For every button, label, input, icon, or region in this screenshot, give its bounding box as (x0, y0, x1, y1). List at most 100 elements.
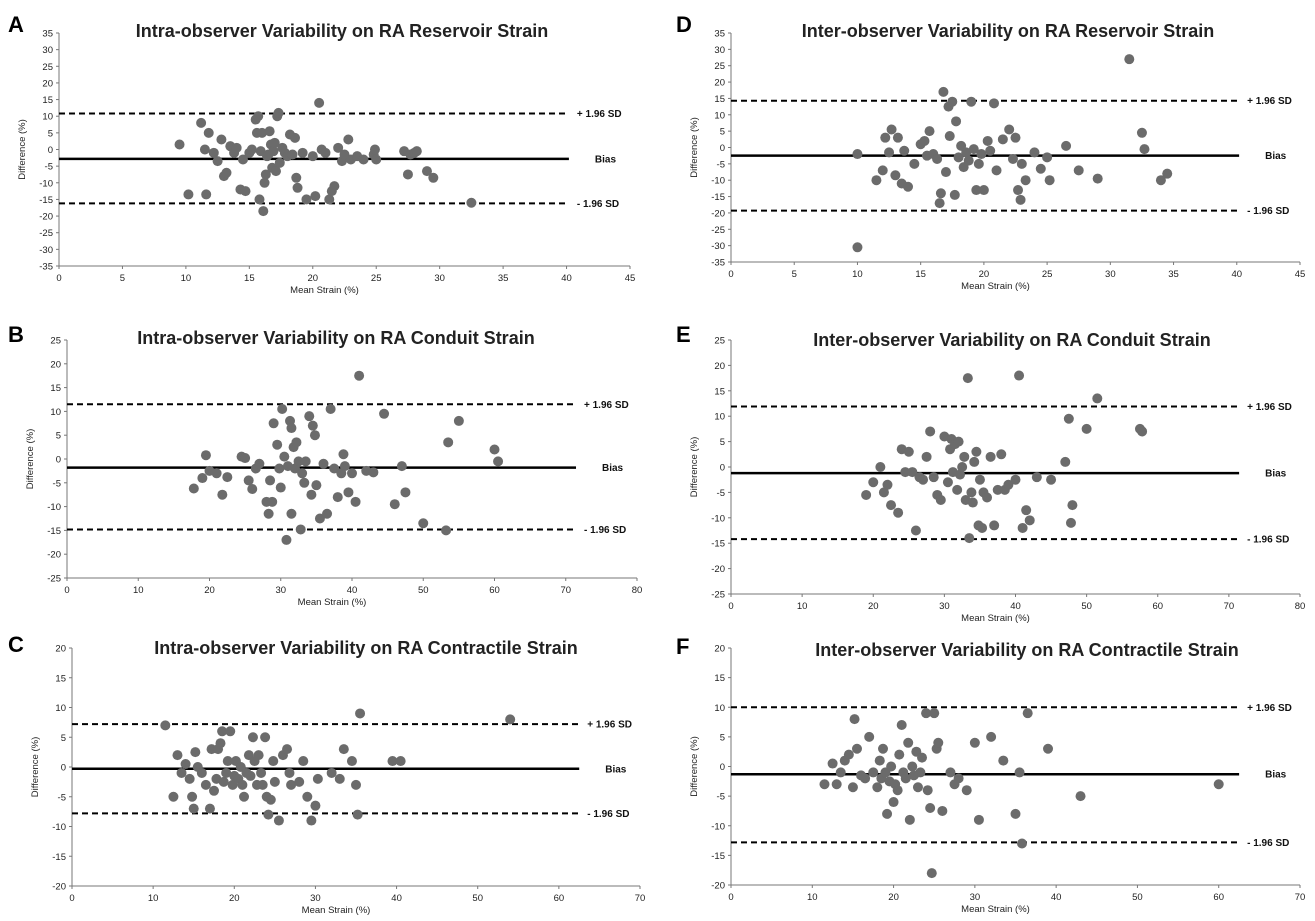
data-point (281, 534, 292, 545)
data-point (1035, 163, 1046, 174)
data-point (1010, 808, 1021, 819)
x-tick-label: 20 (229, 893, 240, 904)
data-point (254, 458, 265, 469)
data-point (307, 420, 318, 431)
data-point (290, 132, 301, 143)
x-tick-label: 10 (148, 893, 159, 904)
data-point (896, 720, 907, 731)
data-point (421, 166, 432, 177)
data-point (160, 720, 171, 731)
data-point (894, 749, 905, 760)
data-point (947, 96, 958, 107)
data-point (872, 782, 883, 793)
data-point (334, 773, 345, 784)
data-point (302, 791, 313, 802)
y-tick-label: 30 (42, 45, 53, 56)
y-tick-label: -30 (39, 245, 53, 256)
bias-label: Bias (1265, 469, 1287, 480)
x-tick-label: 60 (554, 893, 565, 904)
data-point (282, 744, 293, 755)
data-point (937, 805, 948, 816)
data-point (961, 147, 972, 158)
data-point (915, 767, 926, 778)
upper-limit-label: + 1.96 SD (587, 720, 632, 731)
x-tick-label: 60 (1213, 892, 1224, 903)
panel-letter: E (676, 322, 691, 347)
y-tick-label: 20 (714, 361, 725, 372)
data-point (298, 756, 309, 767)
x-tick-label: 20 (979, 269, 990, 280)
data-point (1014, 370, 1025, 381)
data-point (411, 146, 422, 157)
data-point (827, 758, 838, 769)
data-point (1024, 515, 1035, 526)
data-point (215, 738, 226, 749)
x-axis-label: Mean Strain (%) (298, 597, 367, 608)
data-point (929, 708, 940, 719)
data-point (973, 814, 984, 825)
x-tick-label: 30 (310, 893, 321, 904)
data-point (1073, 165, 1084, 176)
data-point (1010, 474, 1021, 485)
data-point (339, 461, 350, 472)
x-tick-label: 70 (635, 893, 646, 904)
data-point (387, 756, 398, 767)
data-point (964, 533, 975, 544)
data-point (188, 803, 199, 814)
data-point (1007, 153, 1018, 164)
x-tick-label: 20 (868, 601, 879, 612)
data-point (985, 145, 996, 156)
data-point (997, 134, 1008, 145)
data-point (257, 127, 268, 138)
y-tick-label: -35 (711, 258, 725, 269)
chart-panel-b: B Intra-observer Variability on RA Condu… (8, 322, 642, 608)
chart-title: Inter-observer Variability on RA Conduit… (813, 330, 1210, 350)
data-point (329, 181, 340, 192)
x-axis-label: Mean Strain (%) (961, 904, 1030, 915)
data-point (212, 156, 223, 167)
y-tick-label: -15 (711, 192, 725, 203)
x-tick-label: 15 (915, 269, 926, 280)
data-point (998, 755, 1009, 766)
panel-letter: B (8, 322, 24, 347)
y-tick-label: 20 (50, 359, 61, 370)
data-point (272, 439, 283, 450)
data-point (352, 809, 363, 820)
y-tick-label: 10 (55, 703, 66, 714)
x-tick-label: 50 (472, 893, 483, 904)
y-axis-label: Difference (%) (689, 117, 700, 178)
data-point (346, 756, 357, 767)
data-point (819, 779, 830, 790)
data-point (1021, 505, 1032, 516)
y-tick-label: 15 (714, 673, 725, 684)
data-point (286, 508, 297, 519)
data-point (966, 487, 977, 498)
data-point (201, 189, 212, 200)
x-tick-label: 0 (728, 269, 733, 280)
data-point (934, 198, 945, 209)
y-tick-label: -25 (711, 225, 725, 236)
data-point (312, 773, 323, 784)
lower-limit-label: - 1.96 SD (584, 525, 626, 536)
x-tick-label: 80 (632, 585, 643, 596)
data-point (332, 492, 343, 503)
y-tick-label: -35 (39, 262, 53, 273)
data-point (878, 743, 889, 754)
y-tick-label: -20 (39, 212, 53, 223)
y-axis-label: Difference (%) (17, 119, 28, 180)
y-tick-label: 5 (61, 733, 66, 744)
y-tick-label: -10 (52, 822, 66, 833)
data-point (505, 714, 516, 725)
x-tick-label: 35 (1168, 269, 1179, 280)
data-point (951, 116, 962, 127)
y-tick-label: -10 (711, 176, 725, 187)
data-point (253, 750, 264, 761)
data-point (453, 415, 464, 426)
x-tick-label: 25 (1042, 269, 1053, 280)
y-tick-label: 5 (720, 732, 725, 743)
y-tick-label: 10 (42, 112, 53, 123)
y-tick-label: -10 (711, 821, 725, 832)
data-point (371, 154, 382, 165)
panel-letter: C (8, 632, 24, 657)
chart-title: Intra-observer Variability on RA Reservo… (136, 21, 548, 41)
